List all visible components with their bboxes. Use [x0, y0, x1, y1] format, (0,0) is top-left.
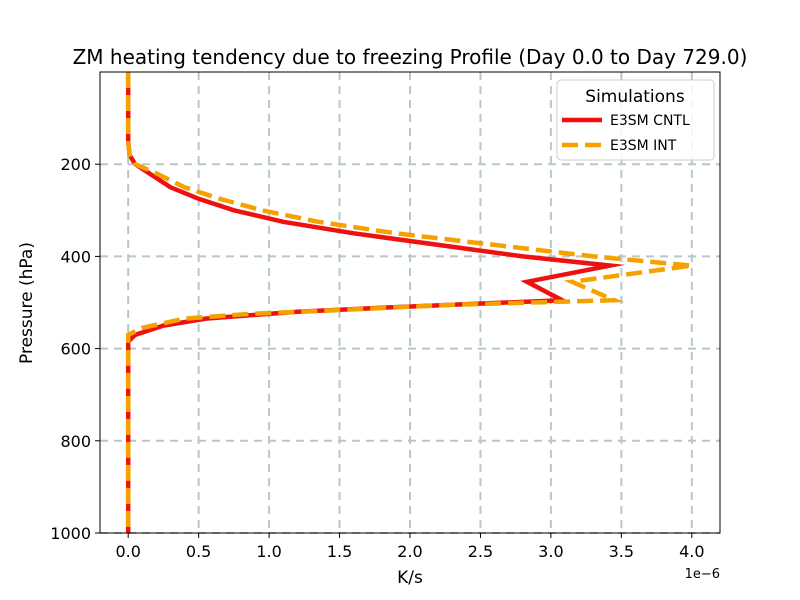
series-lines: [125, 72, 712, 533]
x-tick-label: 0.5: [186, 542, 211, 561]
x-tick-label: 2.5: [468, 542, 493, 561]
x-tick-label: 1.0: [256, 542, 281, 561]
x-tick-label: 3.5: [609, 542, 634, 561]
x-axis-label: K/s: [397, 568, 423, 588]
series-line-e3sm-int: [125, 72, 712, 533]
x-tick-label: 4.0: [679, 542, 704, 561]
y-axis-ticks: 200 400 600 800 1000: [50, 155, 100, 543]
x-tick-label: 3.0: [538, 542, 563, 561]
y-tick-label: 200: [60, 155, 91, 174]
x-tick-label: 2.0: [397, 542, 422, 561]
x-tick-label: 1.5: [327, 542, 352, 561]
x-tick-label: 0.0: [115, 542, 140, 561]
legend-label-e3sm-int: E3SM INT: [610, 138, 677, 154]
y-tick-label: 400: [60, 247, 91, 266]
y-tick-label: 800: [60, 432, 91, 451]
legend-title: Simulations: [585, 87, 685, 107]
y-tick-label: 1000: [50, 524, 91, 543]
y-tick-label: 600: [60, 340, 91, 359]
legend: Simulations E3SM CNTL E3SM INT: [556, 79, 715, 161]
legend-box: [556, 79, 715, 161]
x-axis-offset-text: 1e−6: [685, 567, 720, 582]
legend-label-e3sm-cntl: E3SM CNTL: [610, 113, 690, 129]
x-axis-ticks: 0.0 0.5 1.0 1.5 2.0 2.5 3.0 3.5 4.0: [115, 533, 705, 561]
chart-title: ZM heating tendency due to freezing Prof…: [73, 45, 748, 69]
y-axis-label: Pressure (hPa): [17, 242, 37, 364]
